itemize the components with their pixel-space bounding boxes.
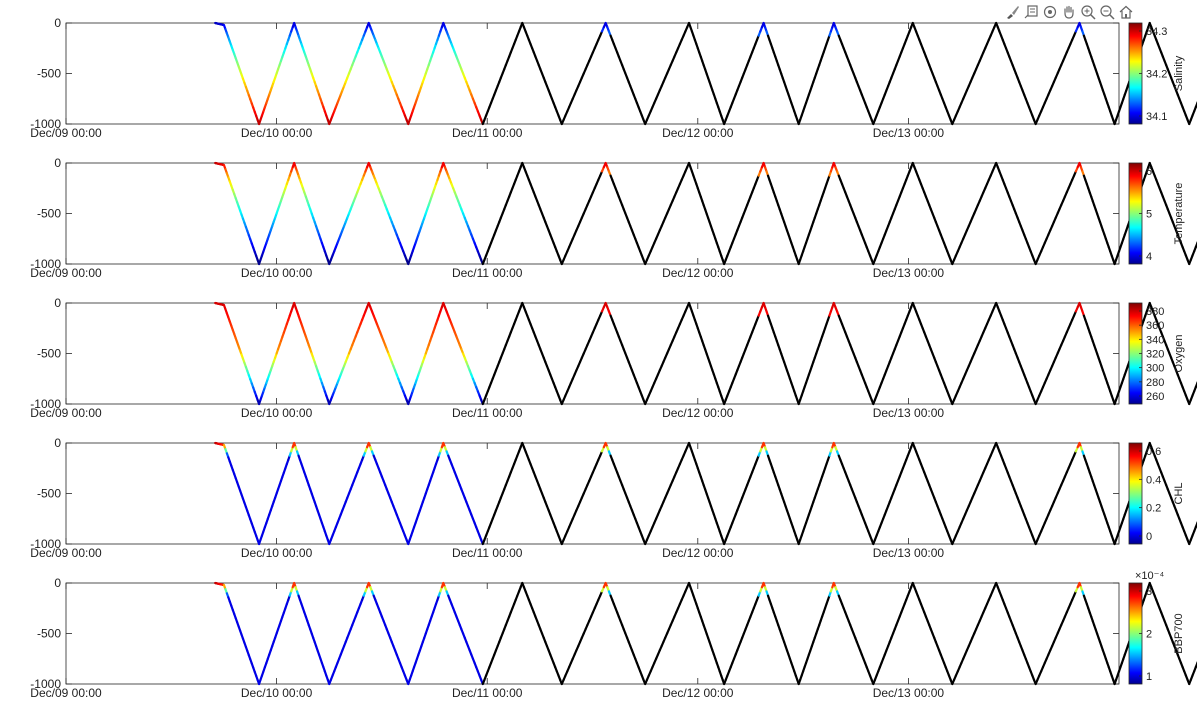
y-tick-label: -500 xyxy=(37,67,61,81)
x-tick-label: Dec/13 00:00 xyxy=(873,266,945,280)
colorbar-tick-label: 260 xyxy=(1146,391,1164,403)
colorbar-tick-label: 360 xyxy=(1146,320,1164,332)
x-tick-label: Dec/13 00:00 xyxy=(873,126,945,140)
rotate-icon[interactable] xyxy=(1041,2,1059,22)
x-tick-label: Dec/12 00:00 xyxy=(662,546,734,560)
colorbar-title: Temperature xyxy=(1173,183,1185,245)
x-tick-label: Dec/09 00:00 xyxy=(30,126,102,140)
x-tick-label: Dec/10 00:00 xyxy=(241,406,313,420)
colorbar-title: Oxygen xyxy=(1173,335,1185,373)
zoom-in-icon[interactable] xyxy=(1079,2,1097,22)
x-tick-label: Dec/10 00:00 xyxy=(241,126,313,140)
y-tick-label: -500 xyxy=(37,207,61,221)
axes-box xyxy=(65,22,1120,125)
colorbar-tick-label: 34.1 xyxy=(1146,111,1167,123)
x-tick-label: Dec/12 00:00 xyxy=(662,126,734,140)
profile-series xyxy=(214,441,1197,546)
colorbar-exponent: ×10⁻⁴ xyxy=(1135,570,1164,582)
data-tips-icon[interactable] xyxy=(1022,2,1040,22)
colorbar-tick-label: 2 xyxy=(1146,629,1152,641)
colorbar-tick-label: 380 xyxy=(1146,306,1164,318)
colorbar-tick-label: 0 xyxy=(1146,531,1152,543)
y-tick-label: -1000 xyxy=(30,117,61,131)
y-tick-label: 0 xyxy=(54,296,61,310)
colorbar-title: Salinity xyxy=(1173,55,1185,91)
figure-toolbar xyxy=(1003,2,1135,24)
colorbar-tick-label: 34.2 xyxy=(1146,69,1167,81)
x-tick-label: Dec/10 00:00 xyxy=(241,266,313,280)
colorbar-tick-label: 6 xyxy=(1146,166,1152,178)
x-tick-label: Dec/12 00:00 xyxy=(662,266,734,280)
profile-series xyxy=(214,161,1197,266)
profile-series xyxy=(214,581,1197,686)
x-tick-label: Dec/11 00:00 xyxy=(452,686,523,700)
y-tick-label: -500 xyxy=(37,487,61,501)
axes-box xyxy=(65,582,1120,685)
x-tick-label: Dec/12 00:00 xyxy=(662,686,734,700)
colorbar-tick-label: 34.3 xyxy=(1146,26,1167,38)
x-tick-label: Dec/13 00:00 xyxy=(873,406,945,420)
colorbar-tick-label: 4 xyxy=(1146,251,1152,263)
colorbar-tick-label: 5 xyxy=(1146,209,1152,221)
zoom-out-icon[interactable] xyxy=(1098,2,1116,22)
y-tick-label: -1000 xyxy=(30,537,61,551)
colorbar-tick-label: 0.2 xyxy=(1146,503,1161,515)
x-tick-label: Dec/12 00:00 xyxy=(662,406,734,420)
x-tick-label: Dec/11 00:00 xyxy=(452,406,523,420)
y-tick-label: -500 xyxy=(37,347,61,361)
colorbar xyxy=(1128,442,1143,545)
home-icon[interactable] xyxy=(1117,2,1135,22)
x-tick-label: Dec/11 00:00 xyxy=(452,126,523,140)
profile-series xyxy=(214,21,1197,126)
colorbar-tick-label: 1 xyxy=(1146,671,1152,683)
y-tick-label: 0 xyxy=(54,16,61,30)
colorbar-title: CHL xyxy=(1173,482,1185,504)
y-tick-label: -1000 xyxy=(30,397,61,411)
x-tick-label: Dec/11 00:00 xyxy=(452,546,523,560)
y-tick-label: 0 xyxy=(54,576,61,590)
y-tick-label: 0 xyxy=(54,156,61,170)
colorbar-tick-label: 0.6 xyxy=(1146,446,1161,458)
x-tick-label: Dec/11 00:00 xyxy=(452,266,523,280)
colorbar-tick-label: 280 xyxy=(1146,377,1164,389)
pan-icon[interactable] xyxy=(1060,2,1078,22)
colorbar-tick-label: 300 xyxy=(1146,363,1164,375)
y-tick-label: 0 xyxy=(54,436,61,450)
brush-icon[interactable] xyxy=(1003,2,1021,22)
axes-box xyxy=(65,162,1120,265)
y-tick-label: -1000 xyxy=(30,257,61,271)
axes-box xyxy=(65,302,1120,405)
x-tick-label: Dec/09 00:00 xyxy=(30,266,102,280)
profile-series xyxy=(214,301,1197,406)
y-tick-label: -500 xyxy=(37,627,61,641)
colorbar-tick-label: 3 xyxy=(1146,586,1152,598)
colorbar-tick-label: 320 xyxy=(1146,349,1164,361)
x-tick-label: Dec/10 00:00 xyxy=(241,686,313,700)
x-tick-label: Dec/09 00:00 xyxy=(30,686,102,700)
x-tick-label: Dec/13 00:00 xyxy=(873,686,945,700)
colorbar-tick-label: 340 xyxy=(1146,334,1164,346)
x-tick-label: Dec/09 00:00 xyxy=(30,546,102,560)
x-tick-label: Dec/09 00:00 xyxy=(30,406,102,420)
x-tick-label: Dec/10 00:00 xyxy=(241,546,313,560)
colorbar-title: BBP700 xyxy=(1173,613,1185,653)
y-tick-label: -1000 xyxy=(30,677,61,691)
x-tick-label: Dec/13 00:00 xyxy=(873,546,945,560)
axes-box xyxy=(65,442,1120,545)
colorbar-tick-label: 0.4 xyxy=(1146,474,1161,486)
